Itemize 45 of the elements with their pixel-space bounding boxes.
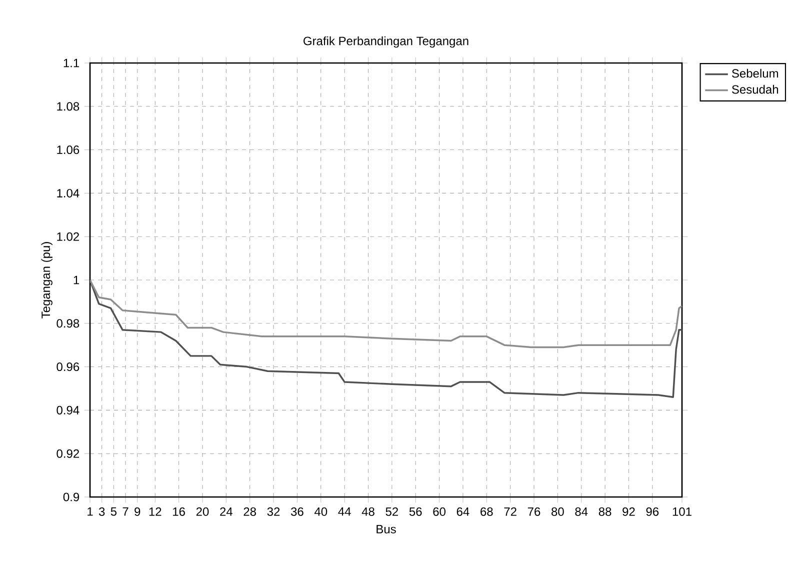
x-tick-label: 32 (267, 507, 280, 516)
x-tick-label: 36 (290, 507, 304, 516)
x-axis-title: Bus (376, 525, 396, 534)
x-tick-label: 101 (672, 507, 692, 516)
y-tick-label: 1.04 (57, 188, 80, 198)
x-tick-label: 56 (409, 507, 422, 516)
x-tick-label: 1 (88, 507, 93, 516)
line-series (90, 279, 682, 348)
y-tick-label: 0.92 (56, 449, 79, 458)
x-tick-label: 24 (220, 507, 232, 516)
x-tick-label: 7 (122, 507, 128, 516)
chart-title: Grafik Perbandingan Tegangan (304, 36, 468, 48)
x-tick-label: 20 (196, 507, 209, 516)
x-tick-label: 80 (552, 507, 564, 516)
y-tick-label: 1.06 (57, 146, 80, 154)
x-tick-label: 92 (622, 507, 635, 516)
y-tick-label: 1.1 (64, 58, 80, 68)
x-tick-label: 96 (646, 507, 659, 516)
x-tick-label: 88 (598, 507, 612, 516)
x-tick-label: 44 (338, 507, 351, 516)
x-tick-label: 76 (528, 507, 540, 516)
y-tick-label: 0.94 (56, 406, 80, 414)
y-tick-label: 1 (74, 276, 80, 284)
x-tick-label: 72 (504, 507, 516, 516)
x-tick-label: 5 (110, 507, 117, 516)
x-tick-label: 12 (149, 507, 162, 516)
x-tick-label: 40 (314, 507, 328, 516)
x-tick-label: 64 (456, 507, 470, 516)
x-tick-label: 9 (134, 507, 140, 516)
x-tick-label: 3 (98, 507, 105, 516)
x-tick-label: 52 (386, 507, 398, 516)
y-tick-label: 1.02 (57, 232, 79, 241)
x-tick-label: 28 (244, 507, 256, 516)
x-tick-label: 84 (575, 507, 588, 516)
y-tick-label: 1.08 (57, 102, 80, 111)
x-tick-label: 16 (173, 507, 185, 516)
x-tick-label: 48 (362, 507, 374, 516)
x-tick-label: 68 (480, 507, 493, 516)
y-tick-label: 0.96 (56, 362, 80, 372)
legend-label: Sesudah (732, 84, 778, 94)
y-axis-title: Tegangan (pu) (41, 242, 52, 318)
legend-label: Sebelum (732, 68, 778, 78)
y-tick-label: 0.98 (56, 319, 80, 328)
x-tick-label: 60 (433, 507, 446, 516)
y-tick-label: 0.9 (63, 492, 80, 502)
